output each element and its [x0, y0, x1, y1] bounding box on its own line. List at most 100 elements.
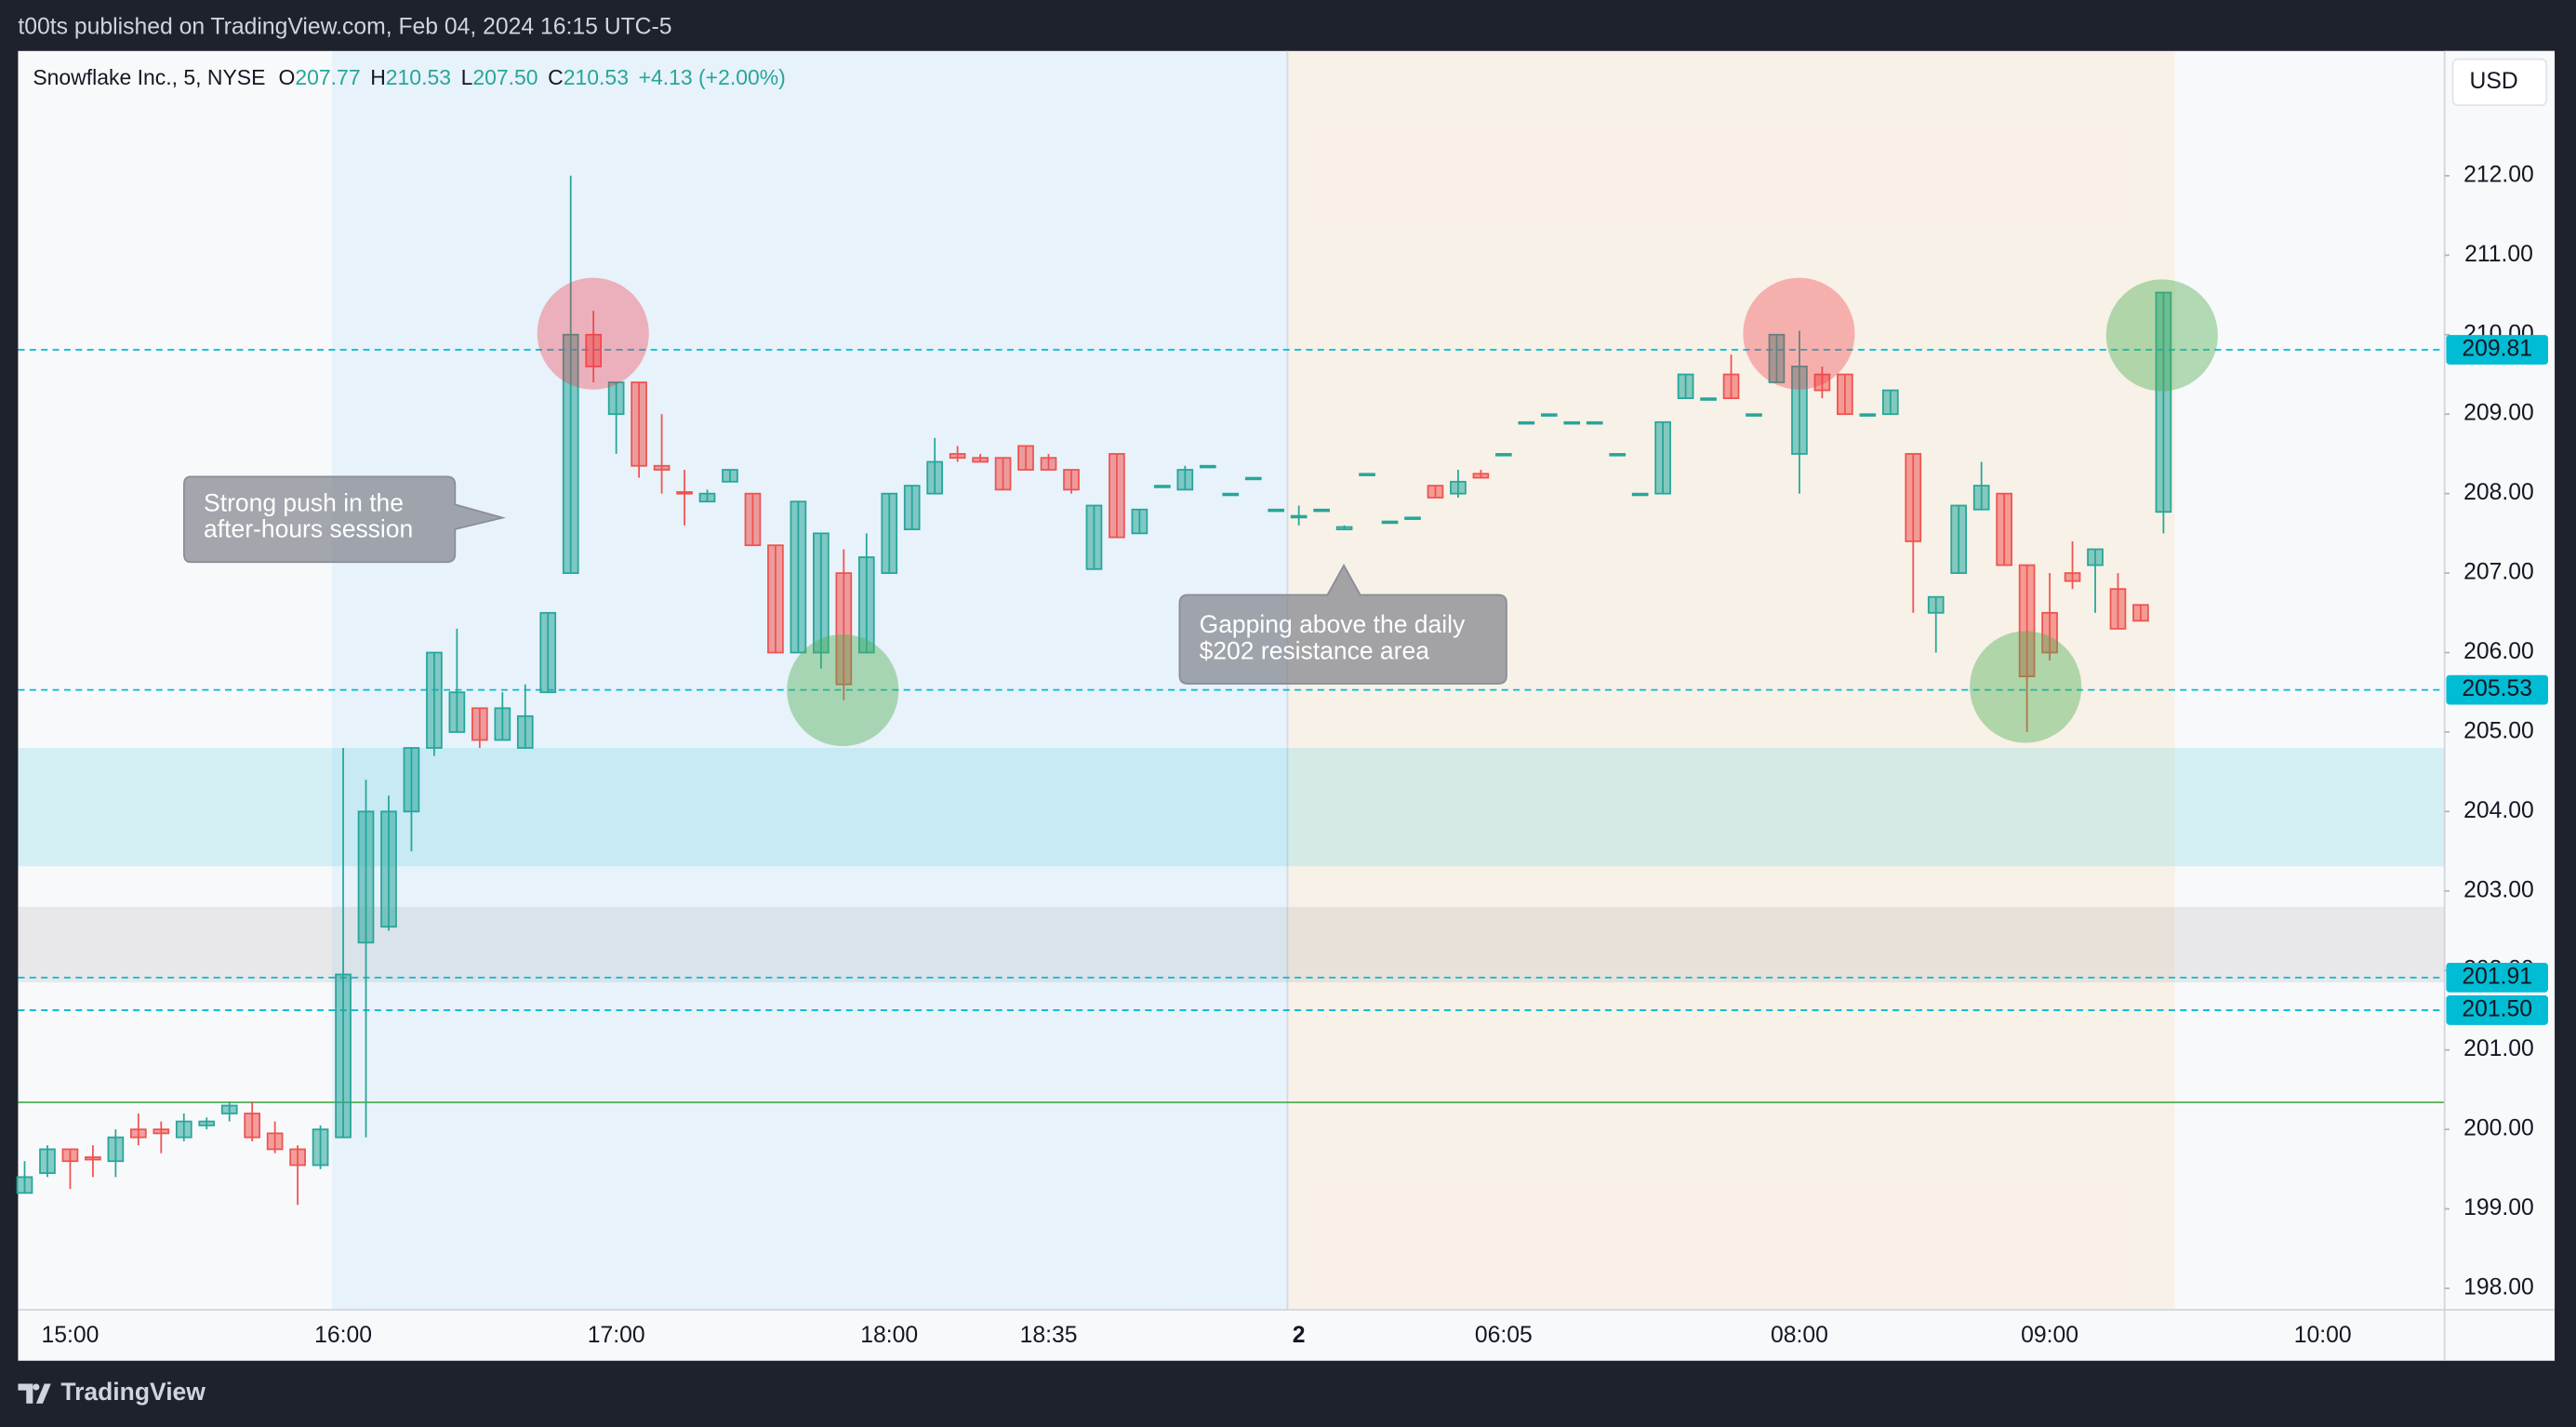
candle-body [2155, 291, 2172, 513]
candle-body [1085, 504, 1103, 570]
candle-body [1427, 485, 1444, 499]
price-line-tag [2446, 674, 2548, 705]
candle-body [562, 333, 579, 574]
candle-body [1837, 373, 1853, 416]
callout-box [1178, 563, 1507, 685]
candle-body [1222, 492, 1240, 497]
currency-box [2451, 58, 2548, 106]
callout-text: after-hours session [204, 515, 413, 543]
price-zone [18, 748, 2445, 867]
price-line-label: 201.91 [2462, 964, 2532, 989]
y-tick-label: 207.00 [2463, 560, 2534, 585]
candle-body [1950, 504, 1968, 574]
footer-logo [18, 1383, 51, 1404]
callout-box [182, 475, 507, 564]
candle-body [244, 1113, 261, 1139]
y-tick-label: 212.00 [2463, 162, 2534, 187]
y-tick-label: 209.00 [2463, 401, 2534, 426]
candle-body [39, 1148, 56, 1174]
x-tick-label: 08:00 [1771, 1323, 1828, 1348]
legend-value: 210.53 [386, 65, 451, 89]
candle-body [448, 691, 466, 733]
candle-body [289, 1148, 306, 1167]
price-line-tag [2446, 963, 2548, 993]
candle-body [1859, 413, 1877, 417]
candle-body [426, 651, 443, 749]
candle-body [1746, 413, 1762, 417]
price-zone [18, 906, 2445, 983]
ohlc-legend: Snowflake Inc., 5, NYSE O207.77 H210.53 L20… [33, 65, 785, 89]
x-tick-label: 10:00 [2294, 1323, 2352, 1348]
candle-body [949, 453, 966, 460]
y-tick-label: 198.00 [2463, 1274, 2534, 1300]
candle-body [1654, 420, 1671, 495]
price-line-label: 201.50 [2462, 996, 2532, 1021]
candle-body [403, 747, 420, 813]
candle-body [85, 1156, 101, 1161]
candle-body [1518, 420, 1535, 425]
candle-body [1881, 389, 1899, 416]
candle-body [1359, 473, 1375, 476]
candle-body [198, 1120, 216, 1127]
candle-body [357, 810, 375, 944]
footer-brand: TradingView [60, 1378, 206, 1406]
candle-body [1563, 420, 1581, 425]
candle-body [607, 381, 625, 416]
candle-body [857, 556, 875, 654]
x-tick-label: 2 [1293, 1323, 1306, 1348]
candle-body [1972, 485, 1990, 511]
candle-body [1609, 453, 1627, 457]
candle-body [2109, 588, 2127, 630]
callout-text: Strong push in the [204, 488, 404, 516]
y-tick-label: 211.00 [2464, 242, 2533, 267]
candle-body [1722, 373, 1740, 400]
candle-body [1631, 492, 1649, 497]
x-tick-label: 06:05 [1475, 1323, 1533, 1348]
y-tick-label: 204.00 [2463, 798, 2534, 823]
callout-text: Gapping above the daily [1200, 610, 1466, 638]
currency-label: USD [2470, 69, 2518, 94]
highlight-green [1970, 631, 2082, 743]
candle-body [881, 492, 898, 574]
candle-body [380, 810, 397, 928]
candle-body [175, 1120, 193, 1139]
candle-body [2132, 604, 2149, 622]
candle-body [1791, 366, 1808, 455]
x-tick-label: 17:00 [588, 1323, 645, 1348]
candle-body [1404, 516, 1421, 520]
candle-body [153, 1128, 170, 1135]
candle-body [1905, 453, 1922, 542]
candle-body [220, 1104, 238, 1114]
x-tick-label: 15:00 [42, 1323, 100, 1348]
candle-body [698, 492, 716, 503]
candle-body [1313, 508, 1330, 513]
candle-body [903, 485, 921, 530]
y-tick-label: 203.00 [2463, 877, 2534, 902]
candle-body [1290, 514, 1308, 519]
legend-letter: O [279, 65, 296, 89]
candle-body [1472, 473, 1490, 479]
price-line-label: 205.53 [2462, 676, 2532, 701]
candle-body [1996, 492, 2012, 567]
callout-text: $202 resistance area [1200, 636, 1430, 664]
legend-value: 207.77 [295, 65, 360, 89]
candle-body [972, 457, 989, 463]
candle-body [835, 572, 853, 686]
legend-symbol: Snowflake Inc., 5, NYSE [33, 65, 265, 89]
candle-body [1586, 420, 1603, 425]
y-tick-label: 199.00 [2463, 1195, 2534, 1220]
candle-body [1335, 526, 1353, 530]
candle-body [312, 1128, 329, 1167]
price-line-label: 209.81 [2462, 337, 2532, 362]
candle-body [2064, 572, 2081, 582]
candle-body [676, 491, 693, 495]
candle-body [1381, 520, 1399, 525]
y-tick-label: 200.00 [2463, 1116, 2534, 1141]
candle-body [813, 532, 830, 654]
candle-body [631, 381, 647, 467]
candle-body [1109, 453, 1125, 539]
candle-body [16, 1176, 33, 1194]
legend-change: +4.13 (+2.00%) [639, 65, 786, 89]
candle-body [2087, 548, 2104, 567]
candle-body [516, 714, 534, 749]
